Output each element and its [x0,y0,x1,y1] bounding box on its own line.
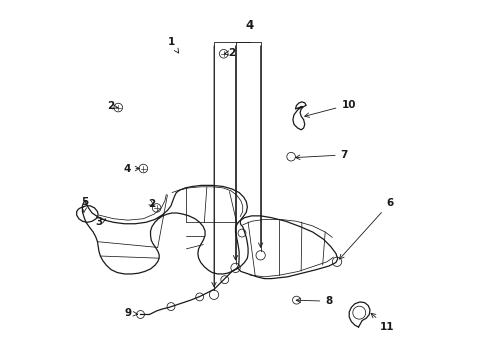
Text: 2: 2 [107,102,118,112]
Text: 2: 2 [148,199,155,210]
Text: 4: 4 [123,163,140,174]
Text: 10: 10 [304,100,355,117]
Text: 2: 2 [224,48,235,58]
Text: 11: 11 [370,313,394,332]
Text: 4: 4 [245,19,253,32]
Text: 5: 5 [81,197,88,213]
Text: 9: 9 [124,309,138,318]
Text: 7: 7 [295,150,347,160]
Text: 3: 3 [95,217,105,227]
Text: 1: 1 [167,37,178,53]
Text: 6: 6 [339,198,393,259]
Text: 8: 8 [296,296,332,306]
